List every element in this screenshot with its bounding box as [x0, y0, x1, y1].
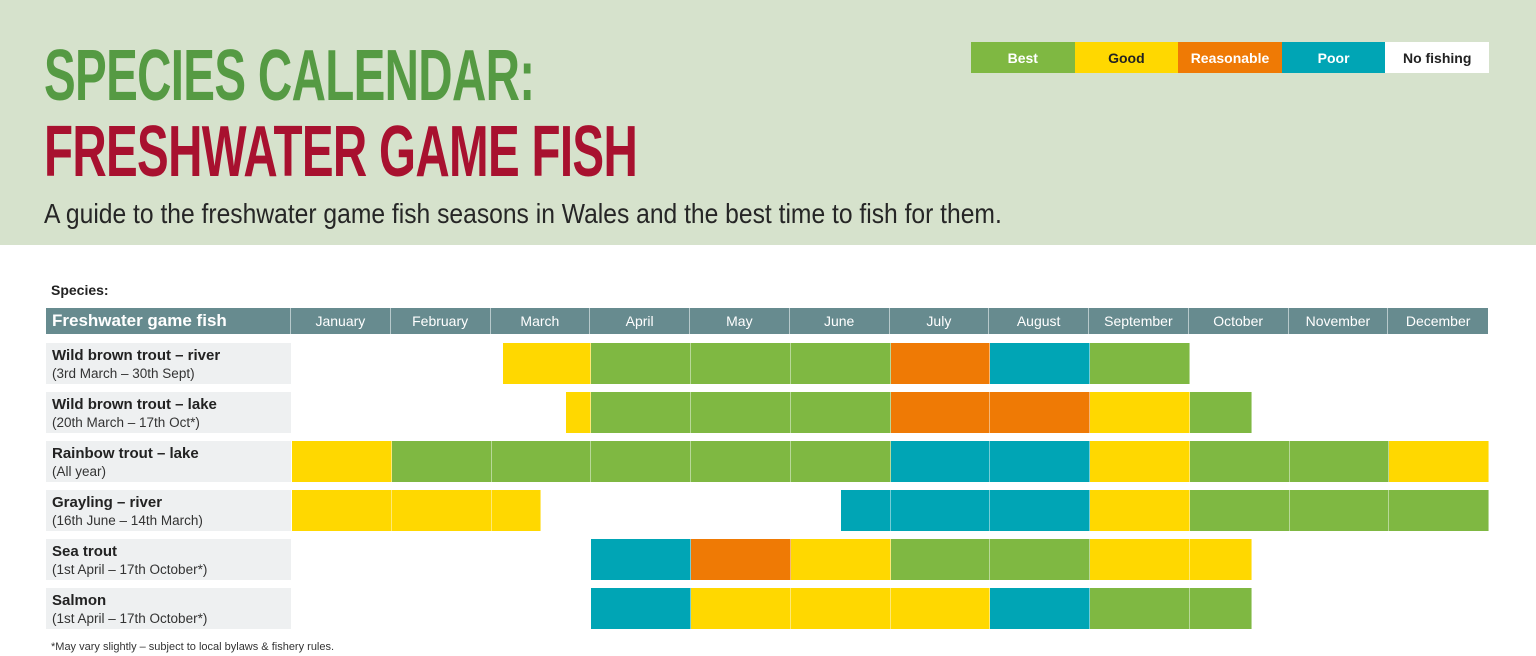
- month-header-september: September: [1089, 308, 1189, 334]
- rating-cell-best: [691, 343, 791, 384]
- rating-cell-best: [1189, 392, 1252, 433]
- legend-item-good: Good: [1074, 42, 1179, 73]
- species-season: (20th March – 17th Oct*): [52, 415, 200, 430]
- rating-cell-best: [391, 441, 492, 482]
- table-header: Freshwater game fish January February Marc…: [46, 308, 1488, 334]
- rating-cell-best: [790, 343, 891, 384]
- rating-cell-good: [1090, 539, 1190, 580]
- month-header-december: December: [1388, 308, 1488, 334]
- rating-cell-best: [1189, 588, 1252, 629]
- species-name: Wild brown trout – river: [52, 347, 221, 364]
- header-first-column: Freshwater game fish: [46, 308, 291, 334]
- rating-cell-best: [1289, 441, 1390, 482]
- rating-cell-best: [890, 539, 991, 580]
- rating-cell-reasonable: [691, 539, 791, 580]
- species-cell: Wild brown trout – lake (20th March – 17t…: [46, 392, 291, 433]
- month-header-july: July: [889, 308, 990, 334]
- month-header-april: April: [590, 308, 690, 334]
- rating-cell-good: [790, 588, 891, 629]
- rating-cell-best: [691, 441, 791, 482]
- month-header-february: February: [390, 308, 491, 334]
- rating-cell-reasonable: [890, 343, 991, 384]
- legend-item-reasonable: Reasonable: [1178, 42, 1282, 73]
- rating-cell-good: [391, 490, 492, 531]
- species-name: Grayling – river: [52, 494, 163, 511]
- rating-cell-reasonable: [990, 392, 1090, 433]
- rating-cell-good: [292, 490, 392, 531]
- rating-cell-good: [1189, 539, 1252, 580]
- rating-cell-best: [790, 392, 891, 433]
- species-cell: Salmon (1st April – 17th October*): [46, 588, 291, 629]
- legend-item-poor: Poor: [1281, 42, 1386, 73]
- species-cell: Grayling – river (16th June – 14th March): [46, 490, 291, 531]
- rating-cell-best: [591, 441, 691, 482]
- title-line-1: SPECIES CALENDAR:: [44, 36, 535, 116]
- rating-cell-good: [790, 539, 891, 580]
- rating-cell-best: [1389, 490, 1489, 531]
- month-header-august: August: [989, 308, 1089, 334]
- rating-cell-reasonable: [890, 392, 991, 433]
- subtitle: A guide to the freshwater game fish seas…: [44, 198, 1002, 229]
- rating-cell-good: [890, 588, 991, 629]
- species-name: Rainbow trout – lake: [52, 445, 199, 462]
- species-cell: Sea trout (1st April – 17th October*): [46, 539, 291, 580]
- month-header-march: March: [490, 308, 591, 334]
- rating-cell-best: [1289, 490, 1390, 531]
- month-header-january: January: [291, 308, 391, 334]
- rating-cell-good: [1090, 441, 1190, 482]
- species-season: (1st April – 17th October*): [52, 611, 208, 626]
- rating-cell-best: [790, 441, 891, 482]
- rating-cell-poor: [840, 490, 891, 531]
- species-cell: Rainbow trout – lake (All year): [46, 441, 291, 482]
- rating-cell-good: [1090, 392, 1190, 433]
- rating-cell-good: [1090, 490, 1190, 531]
- species-name: Wild brown trout – lake: [52, 396, 217, 413]
- rating-cell-best: [1090, 588, 1190, 629]
- rating-cell-poor: [990, 490, 1090, 531]
- rating-cell-poor: [990, 441, 1090, 482]
- rating-cell-best: [1189, 441, 1290, 482]
- footnote: *May vary slightly – subject to local by…: [51, 641, 335, 653]
- header-banner: SPECIES CALENDAR: FRESHWATER GAME FISH A…: [0, 0, 1536, 245]
- rating-cell-best: [491, 441, 592, 482]
- rating-cell-poor: [591, 588, 691, 629]
- rating-cell-best: [990, 539, 1090, 580]
- species-label: Species:: [51, 282, 109, 298]
- legend: Best Good Reasonable Poor No fishing: [971, 42, 1489, 73]
- rating-cell-poor: [990, 343, 1090, 384]
- species-cell: Wild brown trout – river (3rd March – 30t…: [46, 343, 291, 384]
- rating-cell-best: [691, 392, 791, 433]
- rating-cell-poor: [890, 441, 991, 482]
- rating-cell-poor: [890, 490, 991, 531]
- rating-cell-good: [503, 343, 592, 384]
- rating-cell-poor: [591, 539, 691, 580]
- rating-cell-good: [1389, 441, 1489, 482]
- rating-cell-poor: [990, 588, 1090, 629]
- month-header-june: June: [789, 308, 890, 334]
- rating-cell-good: [491, 490, 542, 531]
- rating-cell-best: [591, 392, 691, 433]
- rating-cell-good: [566, 392, 592, 433]
- month-header-may: May: [690, 308, 790, 334]
- species-season: (All year): [52, 464, 107, 479]
- month-header-november: November: [1288, 308, 1389, 334]
- species-name: Salmon: [52, 592, 107, 609]
- legend-item-best: Best: [971, 42, 1075, 73]
- species-name: Sea trout: [52, 543, 118, 560]
- month-header-october: October: [1188, 308, 1289, 334]
- species-season: (3rd March – 30th Sept): [52, 366, 195, 381]
- rating-cell-best: [1090, 343, 1190, 384]
- title-line-2: FRESHWATER GAME FISH: [44, 112, 638, 192]
- legend-item-no-fishing: No fishing: [1385, 42, 1489, 73]
- rating-cell-good: [292, 441, 392, 482]
- rating-cell-best: [1189, 490, 1290, 531]
- species-season: (16th June – 14th March): [52, 513, 203, 528]
- rating-cell-best: [591, 343, 691, 384]
- rating-cell-good: [691, 588, 791, 629]
- species-season: (1st April – 17th October*): [52, 562, 208, 577]
